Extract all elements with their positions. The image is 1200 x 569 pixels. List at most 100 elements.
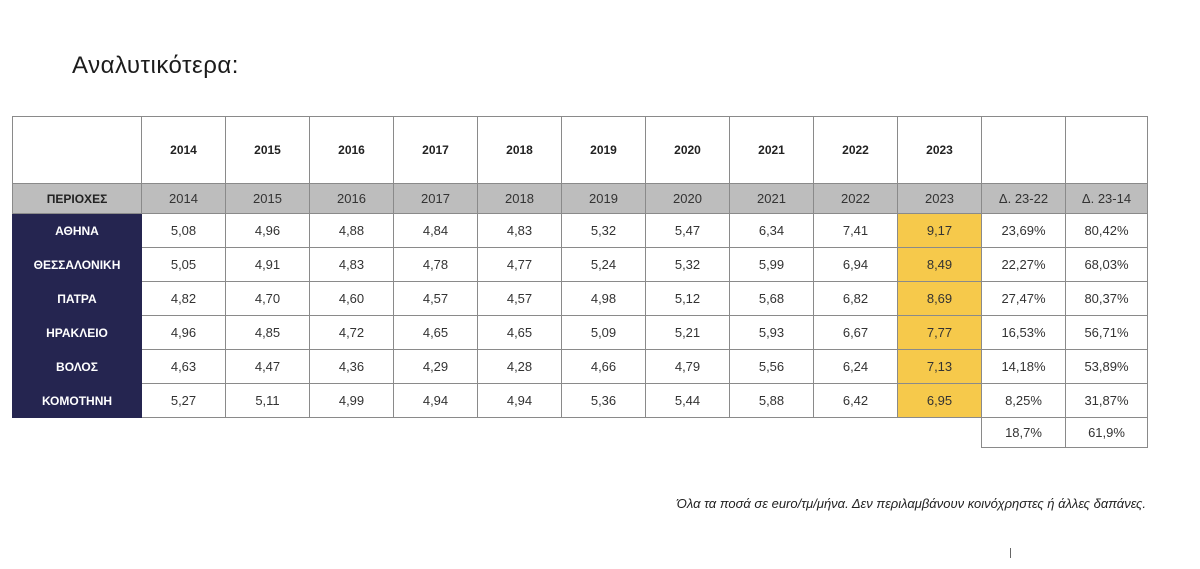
column-header: 2021 (729, 183, 814, 214)
table-cell: 31,87% (1065, 383, 1148, 418)
table-cell: 7,41 (813, 213, 898, 248)
table-cell: 16,53% (981, 315, 1066, 350)
table-cell: 53,89% (1065, 349, 1148, 384)
footnote: Όλα τα ποσά σε euro/τμ/μήνα. Δεν περιλαμ… (676, 496, 1146, 511)
table-cell: 5,11 (225, 383, 310, 418)
table-cell: 4,94 (477, 383, 562, 418)
region-cell: ΑΘΗΝΑ (12, 213, 142, 248)
table-cell: 4,82 (141, 281, 226, 316)
table-row: ΘΕΣΣΑΛΟΝΙΚΗ 5,05 4,91 4,83 4,78 4,77 5,2… (12, 247, 1148, 282)
year-cell (981, 116, 1066, 184)
column-header: Δ. 23-22 (981, 183, 1066, 214)
region-cell: ΚΟΜΟΤΗΝΗ (12, 383, 142, 418)
year-cell: 2020 (645, 116, 730, 184)
column-header: Δ. 23-14 (1065, 183, 1148, 214)
table-cell: 4,85 (225, 315, 310, 350)
table-cell: 5,27 (141, 383, 226, 418)
year-cell (1065, 116, 1148, 184)
highlight-cell-2023: 8,49 (897, 247, 982, 282)
table-cell: 4,57 (393, 281, 478, 316)
table-cell: 5,56 (729, 349, 814, 384)
table-cell: 5,08 (141, 213, 226, 248)
table-row: ΠΑΤΡΑ 4,82 4,70 4,60 4,57 4,57 4,98 5,12… (12, 281, 1148, 316)
region-cell: ΗΡΑΚΛΕΙΟ (12, 315, 142, 350)
table-cell: 4,47 (225, 349, 310, 384)
table-cell: 6,82 (813, 281, 898, 316)
highlight-cell-2023: 7,13 (897, 349, 982, 384)
total-cell: 18,7% (981, 417, 1066, 448)
column-header: 2020 (645, 183, 730, 214)
rent-price-table: 2014 2015 2016 2017 2018 2019 2020 2021 … (12, 116, 1148, 448)
year-cell: 2021 (729, 116, 814, 184)
table-cell: 4,66 (561, 349, 646, 384)
column-header: 2017 (393, 183, 478, 214)
table-cell: 4,83 (477, 213, 562, 248)
table-cell: 5,88 (729, 383, 814, 418)
highlight-cell-2023: 7,77 (897, 315, 982, 350)
page-heading: Αναλυτικότερα: (72, 52, 239, 79)
column-header: 2014 (141, 183, 226, 214)
table-cell: 4,57 (477, 281, 562, 316)
table-cell: 4,65 (393, 315, 478, 350)
table-cell: 4,91 (225, 247, 310, 282)
column-header-row: ΠΕΡΙΟΧΕΣ 2014 2015 2016 2017 2018 2019 2… (12, 183, 1148, 214)
table-cell: 4,72 (309, 315, 394, 350)
table-cell: 56,71% (1065, 315, 1148, 350)
year-cell: 2017 (393, 116, 478, 184)
table-cell: 6,24 (813, 349, 898, 384)
table-cell: 5,24 (561, 247, 646, 282)
table-cell: 6,94 (813, 247, 898, 282)
table-cell: 4,98 (561, 281, 646, 316)
region-cell: ΠΑΤΡΑ (12, 281, 142, 316)
table-cell: 5,05 (141, 247, 226, 282)
column-header: 2023 (897, 183, 982, 214)
table-row: ΒΟΛΟΣ 4,63 4,47 4,36 4,29 4,28 4,66 4,79… (12, 349, 1148, 384)
divider-tick (1010, 548, 1011, 558)
table-cell: 4,84 (393, 213, 478, 248)
table-cell: 6,67 (813, 315, 898, 350)
table-cell: 5,32 (561, 213, 646, 248)
table-cell: 4,28 (477, 349, 562, 384)
table-cell: 4,60 (309, 281, 394, 316)
table-cell: 5,21 (645, 315, 730, 350)
year-header-row: 2014 2015 2016 2017 2018 2019 2020 2021 … (12, 116, 1148, 184)
table-cell: 6,42 (813, 383, 898, 418)
year-cell: 2018 (477, 116, 562, 184)
table-cell: 5,32 (645, 247, 730, 282)
column-header: ΠΕΡΙΟΧΕΣ (12, 183, 142, 214)
region-cell: ΒΟΛΟΣ (12, 349, 142, 384)
totals-row: 18,7% 61,9% (13, 417, 1148, 448)
table-cell: 4,79 (645, 349, 730, 384)
table-cell: 23,69% (981, 213, 1066, 248)
table-cell: 4,29 (393, 349, 478, 384)
table-cell: 6,34 (729, 213, 814, 248)
year-cell: 2014 (141, 116, 226, 184)
year-cell: 2015 (225, 116, 310, 184)
highlight-cell-2023: 6,95 (897, 383, 982, 418)
table-cell: 4,96 (141, 315, 226, 350)
table-cell: 80,37% (1065, 281, 1148, 316)
table-cell: 80,42% (1065, 213, 1148, 248)
highlight-cell-2023: 9,17 (897, 213, 982, 248)
table-cell: 5,93 (729, 315, 814, 350)
table-cell: 27,47% (981, 281, 1066, 316)
table-cell: 4,96 (225, 213, 310, 248)
table-cell: 4,88 (309, 213, 394, 248)
table-row: ΑΘΗΝΑ 5,08 4,96 4,88 4,84 4,83 5,32 5,47… (12, 213, 1148, 248)
column-header: 2018 (477, 183, 562, 214)
table-cell: 4,94 (393, 383, 478, 418)
region-cell: ΘΕΣΣΑΛΟΝΙΚΗ (12, 247, 142, 282)
table-cell: 4,78 (393, 247, 478, 282)
table-row: ΚΟΜΟΤΗΝΗ 5,27 5,11 4,99 4,94 4,94 5,36 5… (12, 383, 1148, 418)
column-header: 2016 (309, 183, 394, 214)
corner-cell (12, 116, 142, 184)
table-cell: 5,99 (729, 247, 814, 282)
table-row: ΗΡΑΚΛΕΙΟ 4,96 4,85 4,72 4,65 4,65 5,09 5… (12, 315, 1148, 350)
table-cell: 5,47 (645, 213, 730, 248)
column-header: 2015 (225, 183, 310, 214)
table-cell: 5,36 (561, 383, 646, 418)
column-header: 2022 (813, 183, 898, 214)
highlight-cell-2023: 8,69 (897, 281, 982, 316)
table-cell: 68,03% (1065, 247, 1148, 282)
table-cell: 4,65 (477, 315, 562, 350)
